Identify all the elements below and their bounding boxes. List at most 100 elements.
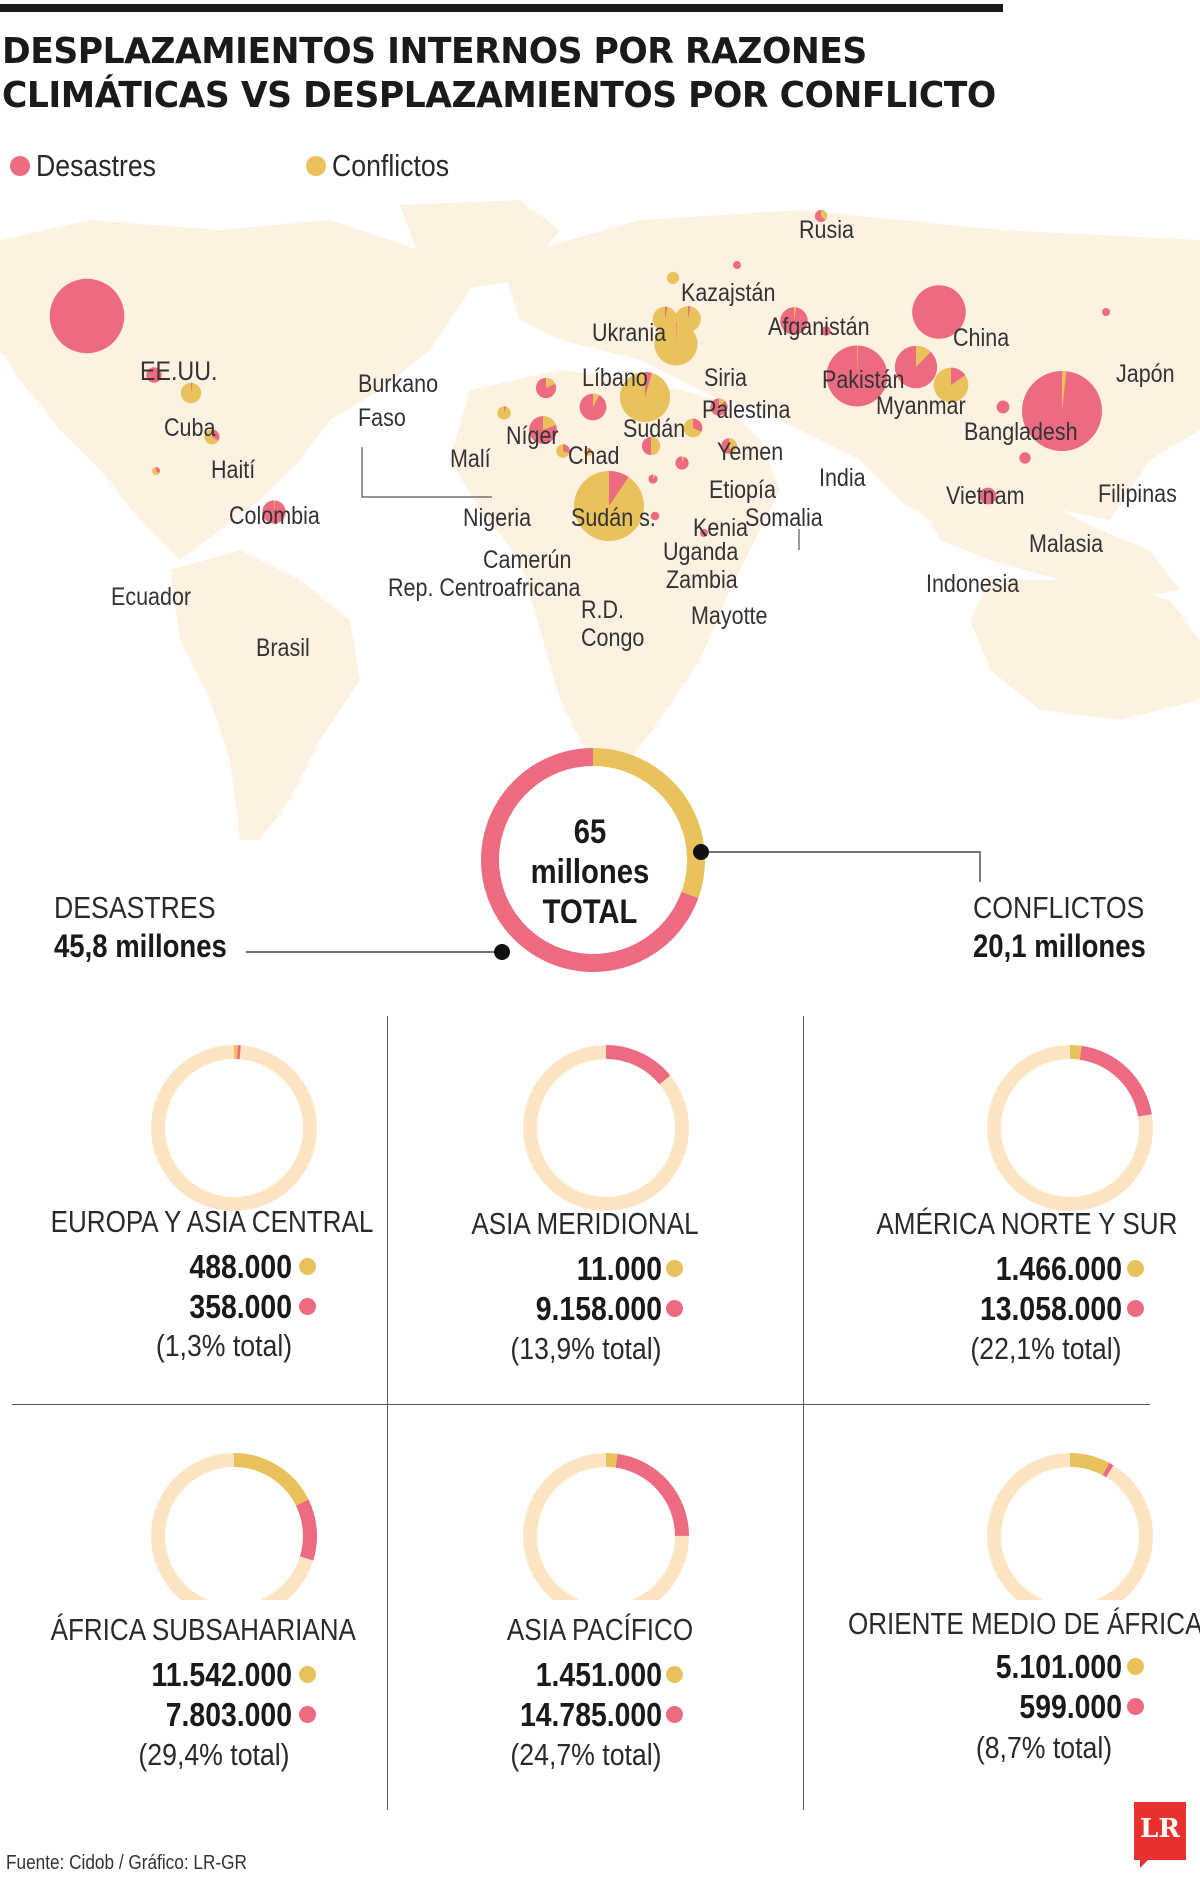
bubble-chad <box>579 393 607 421</box>
label-rusia: Rusia <box>799 216 854 244</box>
bubble-siria-slice <box>688 306 691 319</box>
bubble-palestina-slice <box>676 322 677 344</box>
region-name-3: ÁFRICA SUBSAHARIANA <box>50 1612 356 1647</box>
region-donut-track-1 <box>523 1045 689 1211</box>
conflicts-connector-line <box>701 851 981 882</box>
source-credit: Fuente: Cidob / Gráfico: LR-GR <box>6 1852 247 1874</box>
region-name-2: AMÉRICA NORTE Y SUR <box>876 1206 1178 1241</box>
region-disasters-dot-3 <box>299 1706 316 1723</box>
label-ukrania: Ukrania <box>592 319 667 347</box>
bubble-filipinas-base <box>1022 371 1102 451</box>
region-conflicts-dot-1 <box>666 1260 683 1277</box>
label-somalia: Somalia <box>745 504 823 532</box>
region-donut-conflicts-0 <box>234 1045 238 1060</box>
bubble-india <box>826 345 888 407</box>
total-label: TOTAL <box>542 893 638 931</box>
bubble-somalia <box>721 438 737 454</box>
land-africa <box>450 370 780 760</box>
region-disasters-1: 9.158.000 <box>535 1290 662 1327</box>
bubble-etiop-a-slice <box>693 418 703 432</box>
bubble-malasia <box>1019 452 1031 464</box>
region-donut-disasters-0 <box>237 1045 241 1060</box>
region-conflicts-dot-4 <box>666 1666 683 1683</box>
label-camerun: Camerún <box>483 546 572 574</box>
world-map: EE.UU. Cuba Haití Colombia Ecuador Brasi… <box>0 200 1200 840</box>
conflicts-connector-dot <box>693 844 709 860</box>
bubble-indonesia <box>979 487 997 505</box>
region-pct-1: (13,9% total) <box>510 1331 662 1366</box>
total-donut-area <box>246 748 981 972</box>
label-sudan: Sudán <box>623 415 686 443</box>
legend-conflicts: Conflictos <box>306 148 468 184</box>
label-cuba: Cuba <box>164 414 216 442</box>
region-name-4: ASIA PACÍFICO <box>506 1612 694 1647</box>
land-south-america <box>170 550 360 840</box>
region-pct-2: (22,1% total) <box>970 1331 1122 1366</box>
label-bangladesh: Bangladesh <box>964 418 1078 446</box>
bubble-kazajst-n <box>733 261 741 269</box>
disasters-total-label: DESASTRES <box>54 890 216 925</box>
bubble-ukrania <box>666 271 680 285</box>
bubble-mal- <box>497 406 511 420</box>
total-unit: millones <box>530 853 650 891</box>
label-india: India <box>819 464 866 492</box>
label-brasil: Brasil <box>256 634 310 662</box>
region-donut-disasters-5 <box>1102 1462 1114 1478</box>
world-map-svg <box>0 200 1200 840</box>
bubble-malasia-base <box>1019 452 1031 464</box>
region-donut-conflicts-5 <box>1070 1453 1110 1476</box>
bubble-camer-n <box>556 444 570 458</box>
region-donut-disasters-3 <box>295 1499 317 1561</box>
bubble-kenia-slice <box>682 456 685 463</box>
region-donut-disasters-1 <box>606 1045 671 1085</box>
label-mali: Malí <box>450 445 491 473</box>
region-donut-disasters-2 <box>1079 1045 1152 1117</box>
bubble-colombia-slice <box>212 429 220 441</box>
label-myanmar: Myanmar <box>876 392 966 420</box>
bubble-sud-n-s- <box>641 436 661 456</box>
label-palestina: Palestina <box>702 396 791 424</box>
region-disasters-dot-0 <box>299 1298 316 1315</box>
region-name-5: ORIENTE MEDIO DE ÁFRICA <box>848 1606 1200 1641</box>
label-kazajstan: Kazajstán <box>681 279 776 307</box>
region-donut-2 <box>987 1045 1153 1211</box>
total-value: 65 <box>573 813 607 851</box>
region-disasters-dot-5 <box>1127 1698 1144 1715</box>
lr-logo: LR <box>1134 1802 1186 1868</box>
region-donut-1 <box>523 1045 689 1211</box>
region-disasters-2: 13.058.000 <box>979 1290 1122 1327</box>
bubble-myanmar <box>894 345 938 389</box>
label-yemen: Yemen <box>717 438 784 466</box>
label-vietnam: Vietnam <box>946 482 1025 510</box>
label-congo: Congo <box>581 624 645 652</box>
bubble-zambia <box>650 511 660 521</box>
disasters-total-value: 45,8 millones <box>54 928 227 964</box>
legend-conflicts-label: Conflictos <box>332 148 450 183</box>
bubble-uganda-slice <box>653 474 656 479</box>
land-se-asia <box>920 490 1180 600</box>
region-disasters-4: 14.785.000 <box>519 1696 662 1733</box>
region-conflicts-1: 11.000 <box>576 1250 662 1287</box>
conflicts-total-label: CONFLICTOS <box>973 890 1145 925</box>
label-burkano: Burkano <box>358 370 439 398</box>
region-disasters-dot-2 <box>1127 1300 1144 1317</box>
bubble-ecuador <box>152 467 160 475</box>
label-faso: Faso <box>358 404 406 432</box>
bubble-pakist-n <box>821 326 831 336</box>
label-niger: Níger <box>506 422 559 450</box>
bubble-mal--slice <box>504 406 507 413</box>
bubble-hait- <box>180 382 202 404</box>
top-rule <box>0 4 1003 12</box>
region-conflicts-dot-3 <box>299 1666 316 1683</box>
disasters-connector-dot <box>494 944 510 960</box>
bubble-vietnam <box>996 400 1010 414</box>
region-donut-track-5 <box>987 1453 1153 1600</box>
bubble-indonesia-base <box>979 487 997 505</box>
country-bubbles <box>49 209 1110 542</box>
bubble-colombia <box>204 429 220 445</box>
region-disasters-0: 358.000 <box>189 1288 292 1325</box>
label-siria: Siria <box>704 364 748 392</box>
bubble-bangladesh-slice <box>951 367 966 385</box>
region-conflicts-2: 1.466.000 <box>995 1250 1122 1287</box>
